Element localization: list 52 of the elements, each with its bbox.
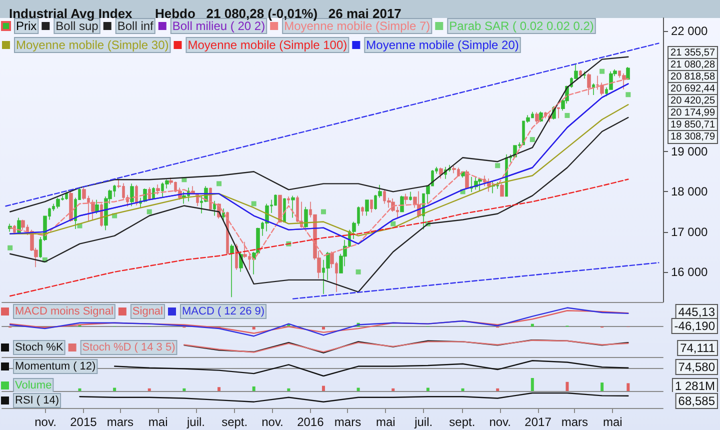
legend-label: Stoch %D ( 14 3 5) — [82, 342, 176, 354]
legend-label: Parab SAR ( 0.02 0.02 0.2) — [449, 19, 594, 33]
text: -46,190 — [674, 319, 716, 333]
text: 1 281M — [674, 379, 716, 393]
legend-label: Moyenne mobile (Simple 30) — [16, 38, 169, 52]
x-tick-label: mars — [561, 415, 588, 429]
text: 18 308,79 — [670, 132, 716, 142]
y-tick-label: 19 000 — [671, 144, 708, 159]
text: 20 420,25 — [670, 96, 716, 106]
x-tick-label: 2017 — [524, 415, 552, 429]
x-tick-label: mai — [602, 415, 622, 429]
y-tick-label: 22 000 — [671, 24, 708, 38]
chart-subtitle: Hebdo 21 080,28 (-0,01%) 26 mai 2017 — [155, 6, 402, 21]
legend-label: Momentum ( 12) — [15, 360, 96, 372]
x-tick-label: mars — [106, 415, 134, 429]
x-tick-label: mai — [148, 415, 168, 429]
chart-title: Industrial Avg Index — [9, 6, 134, 21]
legend-label: RSI ( 14) — [15, 394, 60, 406]
text: 74,111 — [680, 341, 716, 355]
text: 20 692,44 — [670, 84, 716, 94]
y-tick-label: 18 000 — [671, 184, 708, 199]
text: 74,580 — [678, 360, 716, 374]
text: 21 080,28 — [670, 60, 716, 70]
legend-label: MACD ( 12 26 9) — [182, 306, 265, 318]
legend-label: Moyenne mobile (Simple 100) — [188, 38, 348, 52]
text: 445,13 — [678, 305, 716, 319]
x-tick-label: 2015 — [70, 415, 98, 429]
x-tick-label: sept. — [222, 415, 248, 429]
legend-label: Stoch %K — [15, 342, 64, 354]
text: 20 174,99 — [670, 108, 716, 118]
legend-label: Boll inf — [117, 19, 154, 33]
legend-label: Boll milieu ( 20 2) — [172, 19, 266, 33]
legend-label: Volume — [15, 380, 52, 392]
x-tick-label: mars — [334, 415, 362, 429]
text: 20 818,58 — [670, 72, 716, 82]
x-tick-label: sept. — [449, 415, 476, 429]
x-tick-label: juil. — [186, 415, 206, 429]
x-tick-label: nov. — [34, 415, 56, 429]
text: 19 850,71 — [670, 120, 716, 130]
x-tick-label: 2016 — [297, 415, 324, 429]
legend-label: MACD moins Signal — [15, 306, 114, 318]
text: 68,585 — [678, 394, 716, 408]
legend-label: Prix — [16, 19, 37, 33]
y-tick-label: 17 000 — [671, 224, 708, 239]
y-tick-label: 16 000 — [671, 264, 708, 279]
legend-label: Signal — [132, 306, 163, 318]
legend-label: Moyenne mobile (Simple 20) — [366, 38, 519, 52]
x-tick-label: mai — [376, 415, 396, 429]
text: 21 355,57 — [670, 48, 716, 58]
x-tick-label: nov. — [262, 415, 284, 429]
x-tick-label: nov. — [489, 415, 511, 429]
x-tick-label: juil. — [414, 415, 433, 429]
